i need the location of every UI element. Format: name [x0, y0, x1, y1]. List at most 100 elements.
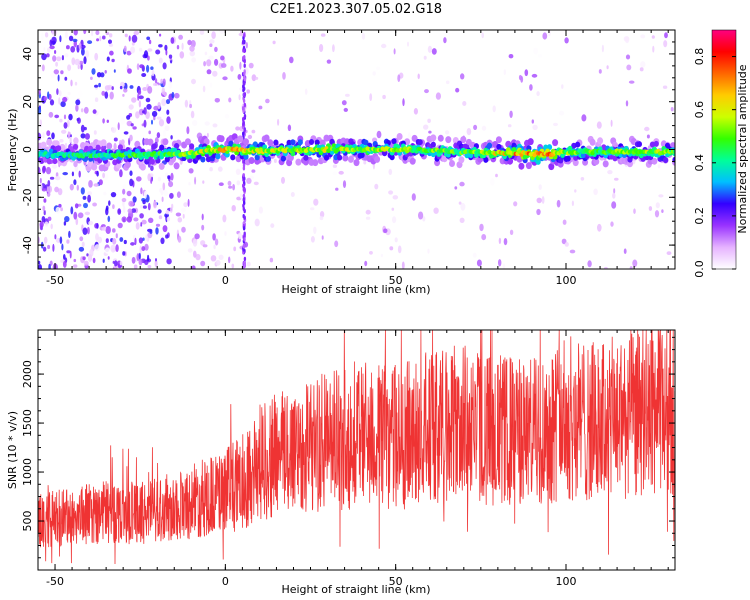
spectral-noise-point: [58, 90, 62, 97]
spectral-noise-point: [111, 86, 114, 91]
spectral-ridge-point: [117, 144, 123, 151]
spectral-noise-point: [105, 226, 111, 234]
spectral-noise-point: [128, 35, 131, 42]
spectral-noise-point: [374, 183, 379, 190]
spectral-noise-point: [382, 94, 386, 100]
spectral-noise-point: [610, 221, 614, 227]
spectral-noise-point: [136, 176, 142, 182]
spectral-noise-point: [571, 200, 575, 207]
spectral-noise-point: [110, 192, 117, 198]
spectral-noise-point: [423, 124, 429, 130]
spectral-noise-point: [108, 43, 114, 47]
spectral-noise-point: [413, 108, 418, 115]
spectral-ridge: [38, 133, 675, 172]
spectral-noise-point: [531, 119, 534, 124]
spectral-noise-point: [564, 37, 569, 44]
spectral-noise-point: [136, 63, 140, 70]
spectral-streak-point: [243, 176, 246, 181]
spectral-noise-point: [246, 261, 251, 267]
spectral-noise-point: [428, 130, 432, 134]
spectral-noise-point: [49, 260, 53, 266]
spectral-noise-point: [538, 184, 542, 190]
spectrogram-y-tick-label: -20: [21, 188, 34, 206]
spectral-noise-point: [655, 202, 660, 209]
spectral-noise-point: [38, 89, 41, 95]
spectral-noise-point: [49, 99, 55, 106]
spectral-noise-point: [176, 191, 181, 198]
spectral-noise-point: [67, 64, 72, 71]
spectral-streak-point: [243, 231, 246, 236]
spectral-noise-point: [204, 121, 210, 126]
spectral-noise-point: [63, 114, 67, 120]
spectral-noise-point: [102, 258, 105, 263]
spectral-noise-point: [58, 97, 61, 105]
spectral-noise-point: [313, 198, 319, 206]
spectral-noise-point: [123, 131, 129, 135]
spectral-noise-point: [498, 259, 502, 267]
spectral-noise-point: [87, 191, 92, 196]
spectral-noise-point: [169, 207, 173, 213]
spectral-ridge-point: [445, 136, 452, 144]
spectral-noise-point: [149, 230, 153, 234]
spectral-noise-point: [76, 184, 80, 191]
spectral-noise-point: [269, 257, 274, 263]
spectral-streak-point: [242, 56, 245, 61]
spectral-noise-point: [587, 260, 592, 268]
spectral-noise-point: [111, 58, 115, 63]
spectral-noise-point: [338, 170, 344, 175]
spectral-noise-point: [246, 177, 252, 184]
spectral-noise-point: [536, 197, 542, 204]
spectral-noise-point: [162, 62, 167, 70]
spectral-noise-point: [80, 108, 84, 113]
spectral-noise-point: [102, 35, 106, 40]
spectral-noise-point: [290, 192, 295, 197]
spectral-noise-point: [648, 206, 653, 211]
spectral-noise-point: [481, 125, 487, 131]
spectral-noise-point: [127, 208, 133, 214]
spectral-ridge-point: [636, 141, 643, 148]
spectral-noise-point: [107, 256, 110, 260]
spectral-ridge-point: [430, 134, 437, 142]
spectral-noise-point: [43, 243, 47, 247]
spectral-noise-point: [165, 99, 171, 105]
spectral-noise-point: [407, 41, 409, 47]
spectral-noise-point: [657, 164, 661, 169]
spectral-ridge-point: [518, 162, 525, 170]
spectral-noise-point: [162, 225, 168, 233]
spectral-noise-point: [639, 67, 644, 72]
colorbar-tick-label: 0.2: [693, 207, 706, 225]
spectral-noise-point: [258, 206, 263, 214]
spectral-noise-point: [272, 40, 276, 45]
spectral-noise-point: [561, 84, 564, 89]
spectral-noise-point: [67, 91, 71, 96]
spectral-noise-point: [155, 258, 157, 262]
spectral-noise-point: [112, 238, 117, 245]
spectral-noise-point: [231, 205, 236, 212]
spectral-noise-point: [164, 44, 168, 51]
spectral-ridge-point: [303, 154, 309, 161]
spectral-noise-point: [61, 55, 64, 61]
spectral-streak-point: [243, 71, 246, 76]
spectral-noise-point: [135, 111, 140, 119]
spectral-noise-point: [79, 236, 84, 242]
spectral-ridge-point: [342, 154, 349, 162]
spectral-noise-point: [462, 101, 467, 106]
spectral-noise-point: [217, 166, 223, 172]
spectral-noise-point: [147, 202, 151, 211]
spectral-noise-point: [43, 210, 46, 216]
spectral-noise-point: [119, 169, 123, 178]
spectral-noise-point: [123, 88, 128, 93]
spectral-noise-point: [49, 39, 53, 47]
spectral-noise-point: [255, 76, 259, 80]
spectral-noise-point: [169, 192, 174, 199]
spectral-noise-point: [170, 37, 175, 44]
spectral-noise-point: [574, 189, 577, 193]
spectral-noise-point: [365, 209, 371, 215]
spectral-noise-point: [113, 142, 117, 151]
spectral-noise-point: [165, 172, 169, 177]
spectral-noise-point: [145, 97, 151, 103]
spectral-noise-point: [98, 82, 101, 88]
spectral-noise-point: [251, 129, 256, 134]
spectral-noise-point: [91, 68, 96, 75]
spectral-noise-point: [131, 97, 137, 103]
